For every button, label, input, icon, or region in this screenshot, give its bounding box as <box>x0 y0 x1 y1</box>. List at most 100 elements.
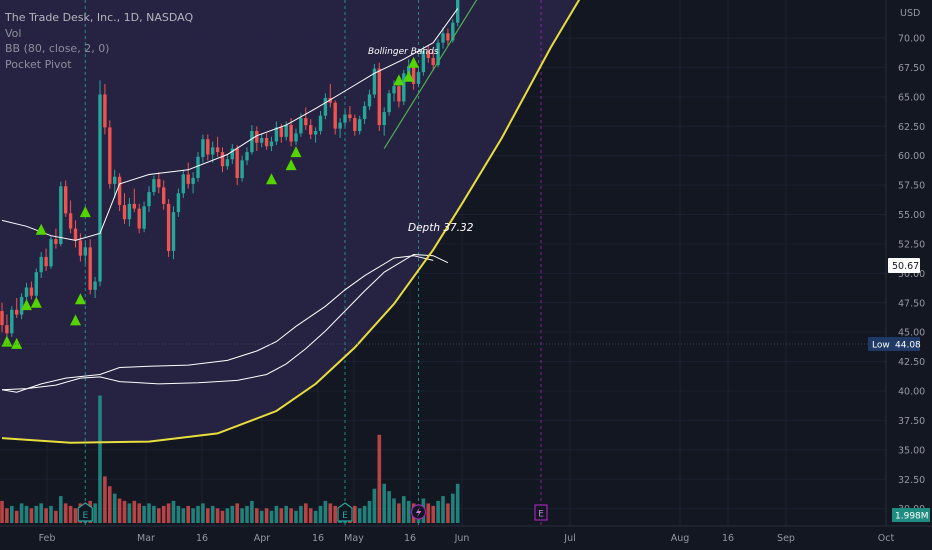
candle-52 <box>255 126 259 151</box>
candle-64 <box>313 127 318 143</box>
time-tick-6: 16 <box>404 533 416 544</box>
volume-bar-91 <box>446 503 450 523</box>
volume-bar-77 <box>377 434 382 523</box>
session-separators <box>84 0 542 526</box>
candle-13 <box>64 180 68 217</box>
chart-legend[interactable]: The Trade Desk, Inc., 1D, NASDAQ Vol BB … <box>5 10 193 72</box>
volume-bar-24 <box>117 498 122 523</box>
volume-bar-78 <box>382 483 386 523</box>
candle-32 <box>157 172 161 194</box>
volume-bar-8 <box>39 503 43 523</box>
last-price-tag: 50.67 <box>888 258 920 273</box>
volume-bar-25 <box>122 500 127 523</box>
bollinger-lower-band <box>1 253 449 391</box>
bollinger-bands-label: Bollinger Bands <box>368 47 439 57</box>
volume-bar-32 <box>157 508 161 523</box>
volume-bar-66 <box>323 500 328 523</box>
candle-23 <box>113 169 117 198</box>
candle-60 <box>294 128 298 146</box>
volume-bar-43 <box>210 505 215 523</box>
candle-37 <box>181 169 185 198</box>
volume-bar-68 <box>333 505 337 523</box>
volume-bar-75 <box>367 500 372 523</box>
volume-bar-10 <box>49 505 53 523</box>
pocket-pivot-indicator-label[interactable]: Pocket Pivot <box>5 57 72 71</box>
time-tick-10: 16 <box>722 533 734 544</box>
volume-bar-14 <box>68 505 73 523</box>
bollinger-indicator-label[interactable]: BB (80, close, 2, 0) <box>5 42 110 55</box>
volume-bar-61 <box>299 505 303 523</box>
candle-30 <box>147 186 151 213</box>
time-axis[interactable] <box>0 526 932 550</box>
volume-bar-36 <box>176 505 181 523</box>
candle-51 <box>250 125 254 155</box>
volume-bar-87 <box>426 503 431 523</box>
volume-bar-49 <box>240 508 244 523</box>
pocket-pivot-3 <box>30 296 42 308</box>
volume-bar-35 <box>171 500 176 523</box>
volume-bar-11 <box>54 510 58 524</box>
volume-bar-51 <box>250 500 254 523</box>
candle-3 <box>15 298 19 318</box>
candle-53 <box>260 133 264 148</box>
volume-bar-53 <box>259 510 264 524</box>
candle-18 <box>88 239 92 295</box>
pocket-pivot-6 <box>74 293 86 305</box>
candle-22 <box>108 120 112 189</box>
volume-bar-15 <box>73 508 78 523</box>
volume-bar-1 <box>5 508 9 523</box>
pocket-pivot-9 <box>285 159 297 171</box>
volume-bar-48 <box>235 503 239 523</box>
pocket-pivot-2 <box>21 299 32 311</box>
volume-bar-45 <box>220 510 225 524</box>
volume-indicator-label[interactable]: Vol <box>5 26 22 40</box>
time-tick-9: Aug <box>671 533 690 544</box>
volume-value-tag: 1.998M <box>892 508 930 522</box>
candle-0 <box>0 302 4 333</box>
candle-71 <box>348 106 352 122</box>
candle-76 <box>372 63 377 98</box>
candle-4 <box>19 293 24 320</box>
pocket-pivot-1 <box>11 337 23 349</box>
symbol-title[interactable]: The Trade Desk, Inc., 1D, NASDAQ <box>5 11 194 24</box>
candle-77 <box>377 62 381 131</box>
last-price-value: 50.67 <box>892 261 919 272</box>
time-tick-1: Mar <box>137 533 155 544</box>
candle-21 <box>103 83 107 135</box>
volume-bar-39 <box>191 508 195 523</box>
time-tick-12: Oct <box>878 533 895 544</box>
pocket-pivot-13 <box>408 56 420 68</box>
pocket-pivot-11 <box>393 74 405 86</box>
candle-55 <box>269 136 274 151</box>
candle-6 <box>29 281 34 300</box>
price-tick-2: 65.00 <box>898 92 925 103</box>
candle-15 <box>73 220 78 248</box>
currency-label: USD <box>900 8 920 19</box>
volume-bar-67 <box>328 503 333 523</box>
low-price-tag: Low 44.08 <box>868 337 921 351</box>
volume-bar-88 <box>431 505 435 523</box>
price-tick-3: 62.50 <box>898 122 925 133</box>
volume-bar-42 <box>206 508 210 523</box>
volume-bar-33 <box>161 505 166 523</box>
pocket-pivot-8 <box>266 173 277 185</box>
volume-bar-62 <box>304 503 308 523</box>
earnings-marker-1: E <box>337 502 353 522</box>
candle-1 <box>5 314 9 340</box>
candle-25 <box>122 193 127 224</box>
future-earnings-label: E <box>538 510 544 520</box>
candle-19 <box>93 276 97 298</box>
candle-31 <box>152 175 156 196</box>
volume-bar-44 <box>215 508 220 523</box>
dividend-marker <box>410 504 427 520</box>
candle-11 <box>54 228 58 249</box>
volume-bar-3 <box>14 510 19 524</box>
volume-bar-89 <box>436 500 440 523</box>
volume-bar-73 <box>357 508 362 523</box>
volume-bar-21 <box>103 476 107 523</box>
volume-bar-30 <box>147 503 151 523</box>
candle-12 <box>59 181 63 247</box>
volume-bar-79 <box>387 491 391 523</box>
candle-78 <box>382 107 386 136</box>
